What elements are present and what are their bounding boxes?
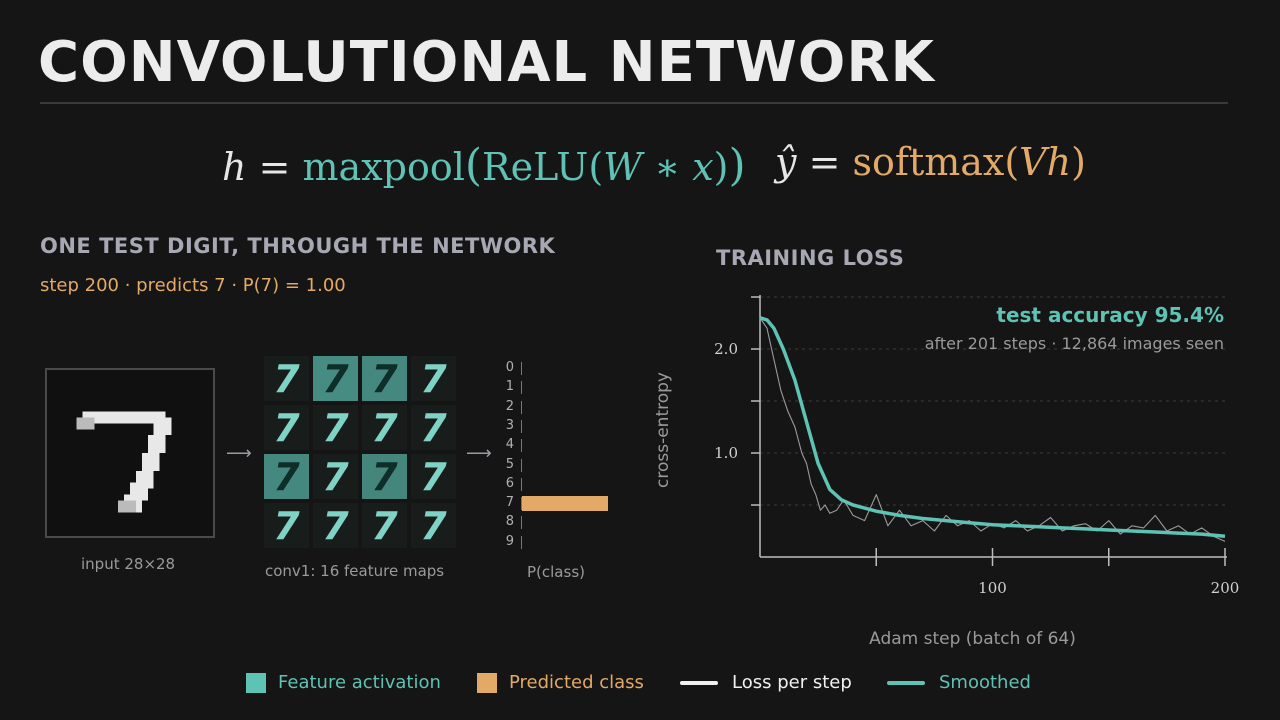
- eq-paren-open: (: [464, 140, 483, 191]
- legend: Feature activation Predicted class Loss …: [0, 672, 1280, 702]
- class-label: 7: [505, 495, 514, 511]
- feature-map: 7: [264, 454, 309, 499]
- class-axis-tick: [521, 419, 522, 433]
- legend-smoothed: Smoothed: [887, 672, 1031, 693]
- class-axis-tick: [521, 458, 522, 472]
- title-divider: [40, 102, 1228, 104]
- eq-equals: =: [258, 145, 291, 189]
- eq-h2: h: [1046, 140, 1072, 184]
- teal-swatch: [246, 672, 266, 693]
- legend-label: Smoothed: [939, 672, 1031, 693]
- class-label: 0: [505, 360, 514, 375]
- x-axis-label: Adam step (batch of 64): [869, 629, 1076, 649]
- class-axis-tick: [521, 535, 522, 549]
- eq-yhat: ŷ: [775, 140, 797, 184]
- feature-map: 7: [362, 356, 407, 401]
- eq-conv-op: ∗: [654, 145, 681, 189]
- white-line-swatch: [680, 680, 718, 685]
- teal-line-swatch: [887, 680, 925, 685]
- loss-section-heading: TRAINING LOSS: [716, 246, 905, 270]
- class-probability-bar: [522, 496, 608, 512]
- digit-seven-pixels: [76, 411, 172, 513]
- class-axis-tick: [521, 400, 522, 414]
- feature-map: 7: [264, 503, 309, 548]
- digit-section-heading: ONE TEST DIGIT, THROUGH THE NETWORK: [40, 234, 556, 258]
- feature-map: 7: [362, 454, 407, 499]
- eq-paren2-open: (: [588, 145, 604, 189]
- feature-map: 7: [411, 454, 456, 499]
- class-label: 5: [505, 456, 514, 472]
- prediction-status: step 200 · predicts 7 · P(7) = 1.00: [40, 275, 346, 296]
- output-equation: ŷ = softmax(Vh): [775, 140, 1086, 184]
- class-label: 1: [505, 379, 514, 395]
- class-axis-tick: [521, 381, 522, 395]
- eq-equals-2: =: [808, 140, 841, 184]
- legend-label: Loss per step: [732, 672, 852, 693]
- eq-softmax: softmax: [852, 140, 1005, 184]
- feature-map: 7: [313, 405, 358, 450]
- eq-relu: ReLU: [482, 145, 589, 189]
- pclass-caption: P(class): [527, 563, 585, 581]
- training-loss-chart: 1.0 2.0 100 200 Adam step (batch of 64) cross…: [653, 295, 1240, 649]
- legend-feature-activation: Feature activation: [246, 672, 441, 693]
- feature-map: 7: [313, 454, 358, 499]
- y-axis-label: cross-entropy: [653, 372, 673, 488]
- class-label: 8: [505, 514, 514, 530]
- y-tick-label: 1.0: [714, 444, 738, 462]
- y-tick-label: 2.0: [714, 340, 738, 358]
- feature-map: 7: [411, 356, 456, 401]
- eq-paren-close: ): [728, 140, 746, 191]
- legend-label: Predicted class: [509, 672, 644, 693]
- eq-paren2-close: ): [713, 145, 729, 189]
- class-axis-tick: [521, 477, 522, 491]
- eq-maxpool: maxpool: [302, 145, 465, 189]
- feature-map: 7: [411, 405, 456, 450]
- feature-map: 7: [411, 503, 456, 548]
- training-detail: after 201 steps · 12,864 images seen: [924, 334, 1224, 353]
- class-label: 9: [505, 533, 514, 549]
- smoothed-loss-line: [759, 316, 1226, 538]
- eq-h: h: [222, 145, 247, 189]
- feature-map: 7: [313, 356, 358, 401]
- arrow-to-output-icon: ⟶: [466, 443, 492, 464]
- input-caption: input 28×28: [81, 555, 176, 573]
- feature-map: 7: [362, 503, 407, 548]
- eq-paren3-close: ): [1071, 140, 1086, 184]
- arrow-to-features-icon: ⟶: [226, 443, 252, 464]
- feature-map: 7: [264, 356, 309, 401]
- class-label: 6: [505, 475, 514, 491]
- feature-map: 7: [264, 405, 309, 450]
- class-axis-tick: [521, 362, 522, 375]
- x-tick-label: 200: [1211, 579, 1240, 597]
- feature-map: 7: [313, 503, 358, 548]
- hidden-layer-equation: h = maxpool(ReLU(W ∗ x)): [222, 140, 746, 191]
- test-accuracy: test accuracy 95.4%: [996, 303, 1224, 327]
- class-axis-tick: [521, 516, 522, 530]
- legend-predicted-class: Predicted class: [477, 672, 644, 693]
- legend-label: Feature activation: [278, 672, 441, 693]
- class-label: 4: [505, 437, 514, 453]
- eq-x: x: [692, 145, 714, 189]
- feature-map: 7: [362, 405, 407, 450]
- class-label: 2: [505, 398, 514, 414]
- legend-loss-per-step: Loss per step: [680, 672, 852, 693]
- class-axis-tick: [521, 439, 522, 453]
- orange-swatch: [477, 672, 497, 693]
- eq-w: W: [603, 145, 643, 189]
- x-tick-label: 100: [978, 579, 1007, 597]
- class-label: 3: [505, 417, 514, 433]
- feature-maps-caption: conv1: 16 feature maps: [265, 562, 445, 580]
- eq-v: V: [1019, 140, 1047, 184]
- input-digit-image: [45, 368, 215, 538]
- page-title: CONVOLUTIONAL NETWORK: [38, 30, 935, 95]
- eq-paren3-open: (: [1004, 140, 1020, 184]
- class-axis-tick: [521, 497, 522, 511]
